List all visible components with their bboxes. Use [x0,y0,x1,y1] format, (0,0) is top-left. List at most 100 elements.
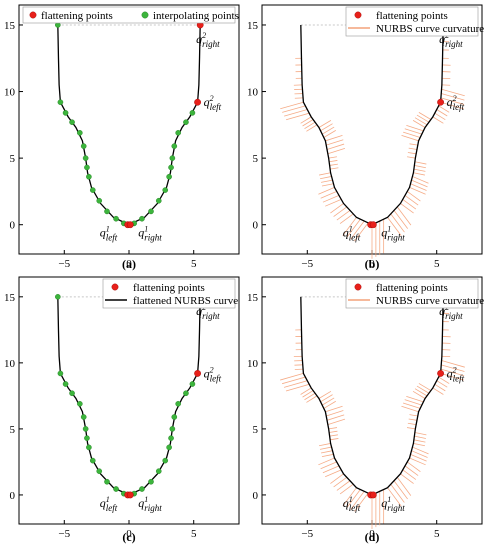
interpolating-point [62,110,69,116]
q-label: q1 left [343,495,361,513]
interpolating-point [80,414,87,420]
q-label: q1 left [100,225,118,243]
curvature-tooth [407,422,417,426]
x-tick-label: 0 [126,528,132,540]
curvature-tooth [327,418,346,425]
curvature-tooth [401,135,419,142]
curvature-tooth [319,172,331,176]
interpolating-point [155,197,162,204]
curvature-tooth [396,206,412,226]
legend-red-dot-icon [354,11,362,19]
curvature-tooth [409,414,418,417]
interpolating-point [69,119,75,125]
q-label: q1 left [343,225,361,243]
curvature-tooth [350,220,365,240]
interpolating-point [169,426,176,432]
curvature-tooth [330,473,344,484]
curvature-tooth [322,195,340,203]
panel-label: (d) [365,530,380,544]
curvature-tooth [412,390,426,399]
y-tick-label: 0 [253,490,259,502]
y-tick-label: 0 [10,490,16,502]
interpolating-point [86,173,92,180]
curvature-tooth [440,97,465,105]
curvature-tooth [318,120,332,128]
legend: flattening points interpolating points [22,6,239,24]
curvature-tooth [336,480,351,491]
curvature-tooth [402,469,417,480]
curvature-tooth [387,487,402,507]
legend-red-dot-icon [354,283,362,291]
curvature-tooth [409,187,426,195]
nurbs-curve [57,24,201,226]
curvature-tooth [319,446,332,450]
q-label: q2 left [204,365,222,383]
legend-label: flattening points [376,282,448,294]
curvature-tooth [354,492,369,512]
legend-label: flattened NURBS curve [133,295,238,307]
interpolating-point [96,468,103,474]
x-tick-label: 5 [191,528,197,540]
curvature-tooth [321,453,334,458]
curvature-tooth [321,183,334,187]
x-tick-label: −5 [301,258,313,270]
curvature-tooth [336,210,351,221]
curvature-tooth [411,450,428,458]
curvature-tooth [436,380,448,388]
flattening-point [126,491,134,499]
q-label: q2 left [204,94,222,112]
interpolating-point [96,197,103,204]
interpolating-point [155,468,162,474]
q-label: q2 left [447,94,465,112]
curvature-tooth [408,147,418,150]
y-tick-label: 15 [247,20,259,32]
curvature-tooth [412,446,429,455]
interpolating-point [80,143,87,149]
curvature-tooth [441,360,465,368]
curvature-tooth [414,165,426,169]
curvature-tooth [325,405,343,413]
curvature-tooth [354,222,369,242]
curvature-tooth [304,121,316,129]
curvature-tooth [346,489,361,509]
curvature-tooth [390,483,405,503]
curvature-tooth [329,163,338,166]
curvature-tooth [350,491,365,510]
curvature-tooth [404,195,419,206]
curvature-tooth [318,443,331,447]
curvature-tooth [414,435,426,439]
interpolating-point [86,444,92,451]
curvature-tooth [432,387,444,395]
curvature-tooth [283,380,308,388]
curvature-tooth [326,410,344,417]
legend-box [345,278,479,309]
curvature-tooth [440,373,464,381]
interpolating-point [169,155,176,161]
curvature-tooth [282,105,306,113]
legend-red-dot-icon [29,11,37,19]
curvature-tooth [325,199,342,207]
curvature-tooth [326,139,344,146]
curvature-tooth [333,476,348,488]
curvature-tooth [413,439,426,443]
nurbs-curve [300,296,444,496]
panel-d: −505051015q2rightq2leftq1leftq1rightflat… [247,276,484,544]
curvature-tooth [440,368,465,377]
interpolating-point [84,164,90,171]
curvature-tooth [320,191,337,199]
q-label: q1 right [381,495,405,513]
interpolating-point [57,99,64,106]
interpolating-point [189,110,196,116]
interpolating-point [166,173,172,180]
y-tick-label: 5 [253,153,259,165]
curvature-tooth [327,148,346,155]
curvature-tooth [342,217,357,236]
interpolating-point [69,390,75,397]
curvature-tooth [409,457,426,466]
curvature-tooth [320,450,333,454]
curvature-tooth [414,117,428,126]
curvature-comb [280,304,465,529]
